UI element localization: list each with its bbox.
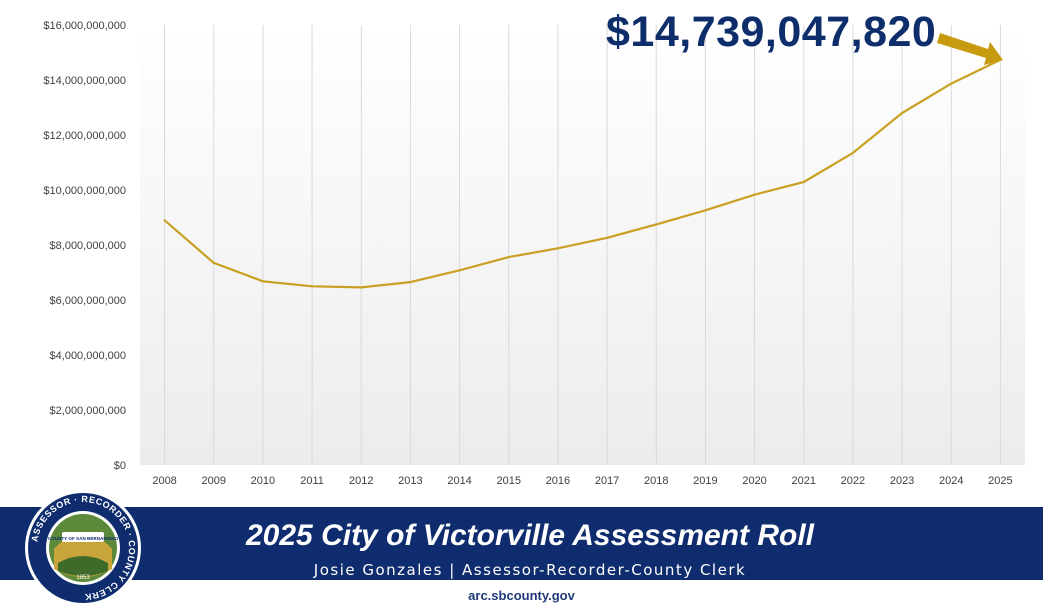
x-tick-label: 2014 [447,475,471,487]
y-tick-label: $8,000,000,000 [50,240,126,252]
data-point [311,285,314,288]
data-point [507,256,510,259]
y-tick-label: $12,000,000,000 [43,130,126,142]
x-tick-label: 2018 [644,475,668,487]
footer-subtitle: Josie Gonzales | Assessor-Recorder-Count… [313,561,747,579]
data-point [556,247,559,250]
x-tick-label: 2008 [152,475,176,487]
y-tick-label: $4,000,000,000 [50,350,126,362]
x-tick-label: 2019 [693,475,717,487]
y-tick-label: $16,000,000,000 [43,20,126,32]
plot-area [140,25,1025,465]
data-point [655,223,658,226]
x-tick-label: 2025 [988,475,1012,487]
data-point [360,286,363,289]
data-point [163,219,166,222]
series-line [163,58,1001,289]
x-tick-label: 2013 [398,475,422,487]
county-seal-icon: COUNTY OF SAN BERNARDINO 1853 ASSESSOR ·… [25,490,141,606]
x-tick-label: 2016 [546,475,570,487]
arrow-icon [937,33,1003,65]
x-tick-label: 2020 [742,475,766,487]
data-point [606,236,609,239]
data-point [851,151,854,154]
x-tick-label: 2017 [595,475,619,487]
data-point [261,280,264,283]
data-point [950,82,953,85]
footer-band [0,507,1043,580]
y-tick-label: $14,000,000,000 [43,75,126,87]
data-point [704,209,707,212]
seal-year: 1853 [76,575,90,581]
x-tick-label: 2012 [349,475,373,487]
data-point [901,112,904,114]
y-tick-label: $10,000,000,000 [43,185,126,197]
line-chart: $0 $2,000,000,000 $4,000,000,000 $6,000,000… [43,20,1025,487]
total-value-callout: $14,739,047,820 [606,8,937,56]
x-tick-label: 2023 [890,475,914,487]
y-tick-label: $0 [114,460,126,472]
x-tick-label: 2011 [300,475,324,487]
x-tick-label: 2010 [251,475,275,487]
data-point [409,281,412,284]
x-tick-label: 2015 [497,475,521,487]
x-tick-label: 2021 [792,475,816,487]
x-tick-label: 2022 [841,475,865,487]
website-link[interactable]: arc.sbcounty.gov [468,588,575,603]
y-tick-label: $2,000,000,000 [50,405,126,417]
gridlines [164,25,1001,465]
data-points [163,58,1002,289]
y-axis-ticks: $0 $2,000,000,000 $4,000,000,000 $6,000,000… [43,20,126,472]
x-tick-label: 2009 [202,475,226,487]
x-axis-ticks: 2008 2009 2010 2011 2012 2013 2014 2015 2016 2017… [152,475,1012,487]
data-point [458,269,461,272]
data-point [753,193,756,196]
x-tick-label: 2024 [939,475,963,487]
seal-banner-text: COUNTY OF SAN BERNARDINO [48,536,119,541]
data-point [802,181,805,184]
footer-title: 2025 City of Victorville Assessment Roll [246,519,814,552]
data-point [212,261,215,264]
y-tick-label: $6,000,000,000 [50,295,126,307]
